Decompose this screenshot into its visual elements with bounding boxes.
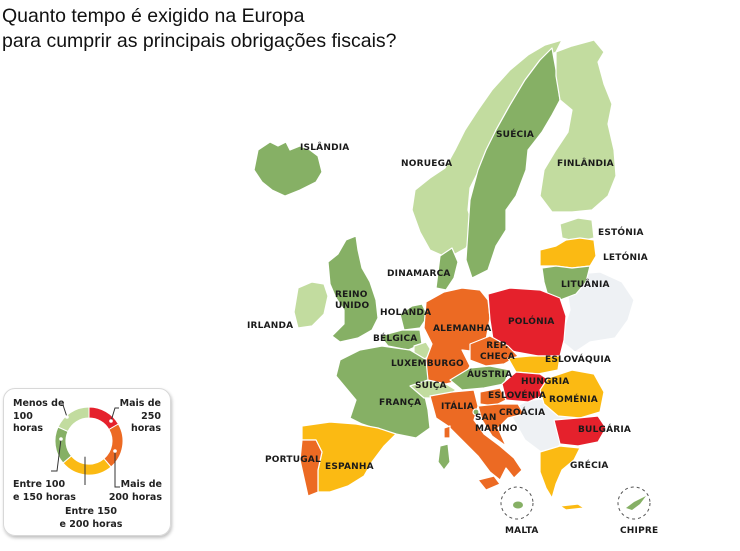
label-belgica: BÉLGICA <box>373 334 418 344</box>
label-rep-checa: REP. CHECA <box>480 341 515 363</box>
title-line-1: Quanto tempo é exigido na Europa <box>2 5 305 27</box>
label-italia: ITÁLIA <box>441 402 475 412</box>
country-grecia-crete <box>559 503 585 511</box>
label-dinamarca: DINAMARCA <box>387 269 451 279</box>
legend-donut <box>51 404 124 488</box>
label-romenia: ROMÉNIA <box>549 395 598 405</box>
legend-more-250: Mais de 250 horas <box>118 398 161 436</box>
country-chipre <box>626 496 646 510</box>
country-bulgaria <box>553 415 607 447</box>
title-line-2: para cumprir as principais obrigações fi… <box>2 30 397 52</box>
label-austria: ÁUSTRIA <box>467 370 513 380</box>
label-irlanda: IRLANDA <box>247 321 294 331</box>
country-islandia <box>253 141 323 197</box>
country-dinamarca <box>435 247 459 291</box>
label-portugal: PORTUGAL <box>265 455 321 465</box>
label-espanha: ESPANHA <box>325 462 374 472</box>
label-suecia: SUÉCIA <box>496 130 535 140</box>
country-italia-sicily <box>477 475 501 491</box>
legend-less-100: Menos de 100 horas <box>13 398 64 436</box>
label-reino-unido-line1: REINO <box>335 290 368 300</box>
malta-inset-circle <box>500 486 534 520</box>
label-letonia: LETÓNIA <box>603 253 648 263</box>
label-chipre: CHIPRE <box>620 526 659 536</box>
country-eslovenia <box>479 387 507 407</box>
country-croacia <box>477 403 525 447</box>
label-reino-unido-line2: UNIDO <box>335 301 370 311</box>
country-finlandia <box>539 39 617 213</box>
legend-less-100-line3: horas <box>13 423 44 434</box>
label-grecia: GRÉCIA <box>570 461 609 471</box>
legend-more-200: Mais de 200 horas <box>100 479 162 504</box>
label-rep-checa-line2: CHECA <box>480 352 515 362</box>
country-irlanda <box>293 281 329 329</box>
legend-more-200-line2: 200 horas <box>108 491 162 503</box>
country-suecia <box>465 47 561 279</box>
legend-150-200-line2: e 200 horas <box>59 518 123 530</box>
label-suica: SUIÇA <box>415 381 447 391</box>
label-bulgaria: BULGÁRIA <box>578 425 632 435</box>
label-san-marino-line2: MARINO <box>475 424 518 434</box>
country-italia <box>429 389 523 481</box>
country-alemanha <box>423 287 491 385</box>
label-polonia: POLÓNIA <box>508 317 555 327</box>
country-austria <box>449 365 511 391</box>
label-alemanha: ALEMANHA <box>433 324 492 334</box>
country-estonia <box>559 217 595 243</box>
label-eslovenia: ESLOVÉNIA <box>488 391 547 401</box>
legend-less-100-line2: 100 <box>13 410 33 422</box>
country-franca <box>335 345 433 439</box>
label-malta: MALTA <box>505 526 539 536</box>
legend-more-200-line1: Mais de <box>120 479 162 490</box>
legend-100-150-line2: e 150 horas <box>13 491 76 503</box>
label-eslovaquia: ESLOVÁQUIA <box>545 355 612 365</box>
label-hungria: HUNGRIA <box>521 377 570 387</box>
label-san-marino-line1: SAN <box>475 413 497 423</box>
chipre-inset-circle <box>617 486 651 520</box>
country-italia-corsica <box>443 425 451 439</box>
country-grecia <box>539 445 581 499</box>
legend-100-150: Entre 100 e 150 horas <box>13 479 76 504</box>
legend-less-100-line1: Menos de <box>13 398 65 409</box>
legend-more-250-line1: Mais de <box>119 398 161 409</box>
legend-box <box>3 388 171 536</box>
legend-100-150-line1: Entre 100 <box>13 479 66 490</box>
label-islandia: ISLÂNDIA <box>300 143 350 153</box>
country-romenia <box>539 369 605 419</box>
legend-150-200: Entre 150 e 200 horas <box>56 506 126 531</box>
label-noruega: NORUEGA <box>401 159 453 169</box>
label-finlandia: FINLÂNDIA <box>557 159 614 169</box>
label-luxemburgo: LUXEMBURGO <box>391 359 464 369</box>
label-san-marino: SAN MARINO <box>475 413 518 435</box>
label-reino-unido: REINO UNIDO <box>335 290 369 312</box>
label-franca: FRANÇA <box>379 398 422 408</box>
country-portugal <box>299 439 323 497</box>
legend-150-200-line1: Entre 150 <box>64 506 118 517</box>
map-title: Quanto tempo é exigido na Europa para cu… <box>2 4 397 54</box>
donut-less-100 <box>57 406 90 433</box>
label-croacia: CROÁCIA <box>499 408 546 418</box>
country-lituania <box>541 265 591 301</box>
country-malta <box>513 501 523 509</box>
label-lituania: LITUÂNIA <box>561 280 610 290</box>
country-reino-unido <box>327 235 379 343</box>
country-italia-sardinia <box>437 443 451 471</box>
legend-more-250-line3: horas <box>130 423 161 434</box>
legend-more-250-line2: 250 <box>141 410 161 422</box>
country-san-marino <box>472 408 480 416</box>
country-letonia <box>539 237 597 269</box>
label-estonia: ESTÓNIA <box>598 228 644 238</box>
label-rep-checa-line1: REP. <box>486 341 509 351</box>
label-holanda: HOLANDA <box>380 308 432 318</box>
